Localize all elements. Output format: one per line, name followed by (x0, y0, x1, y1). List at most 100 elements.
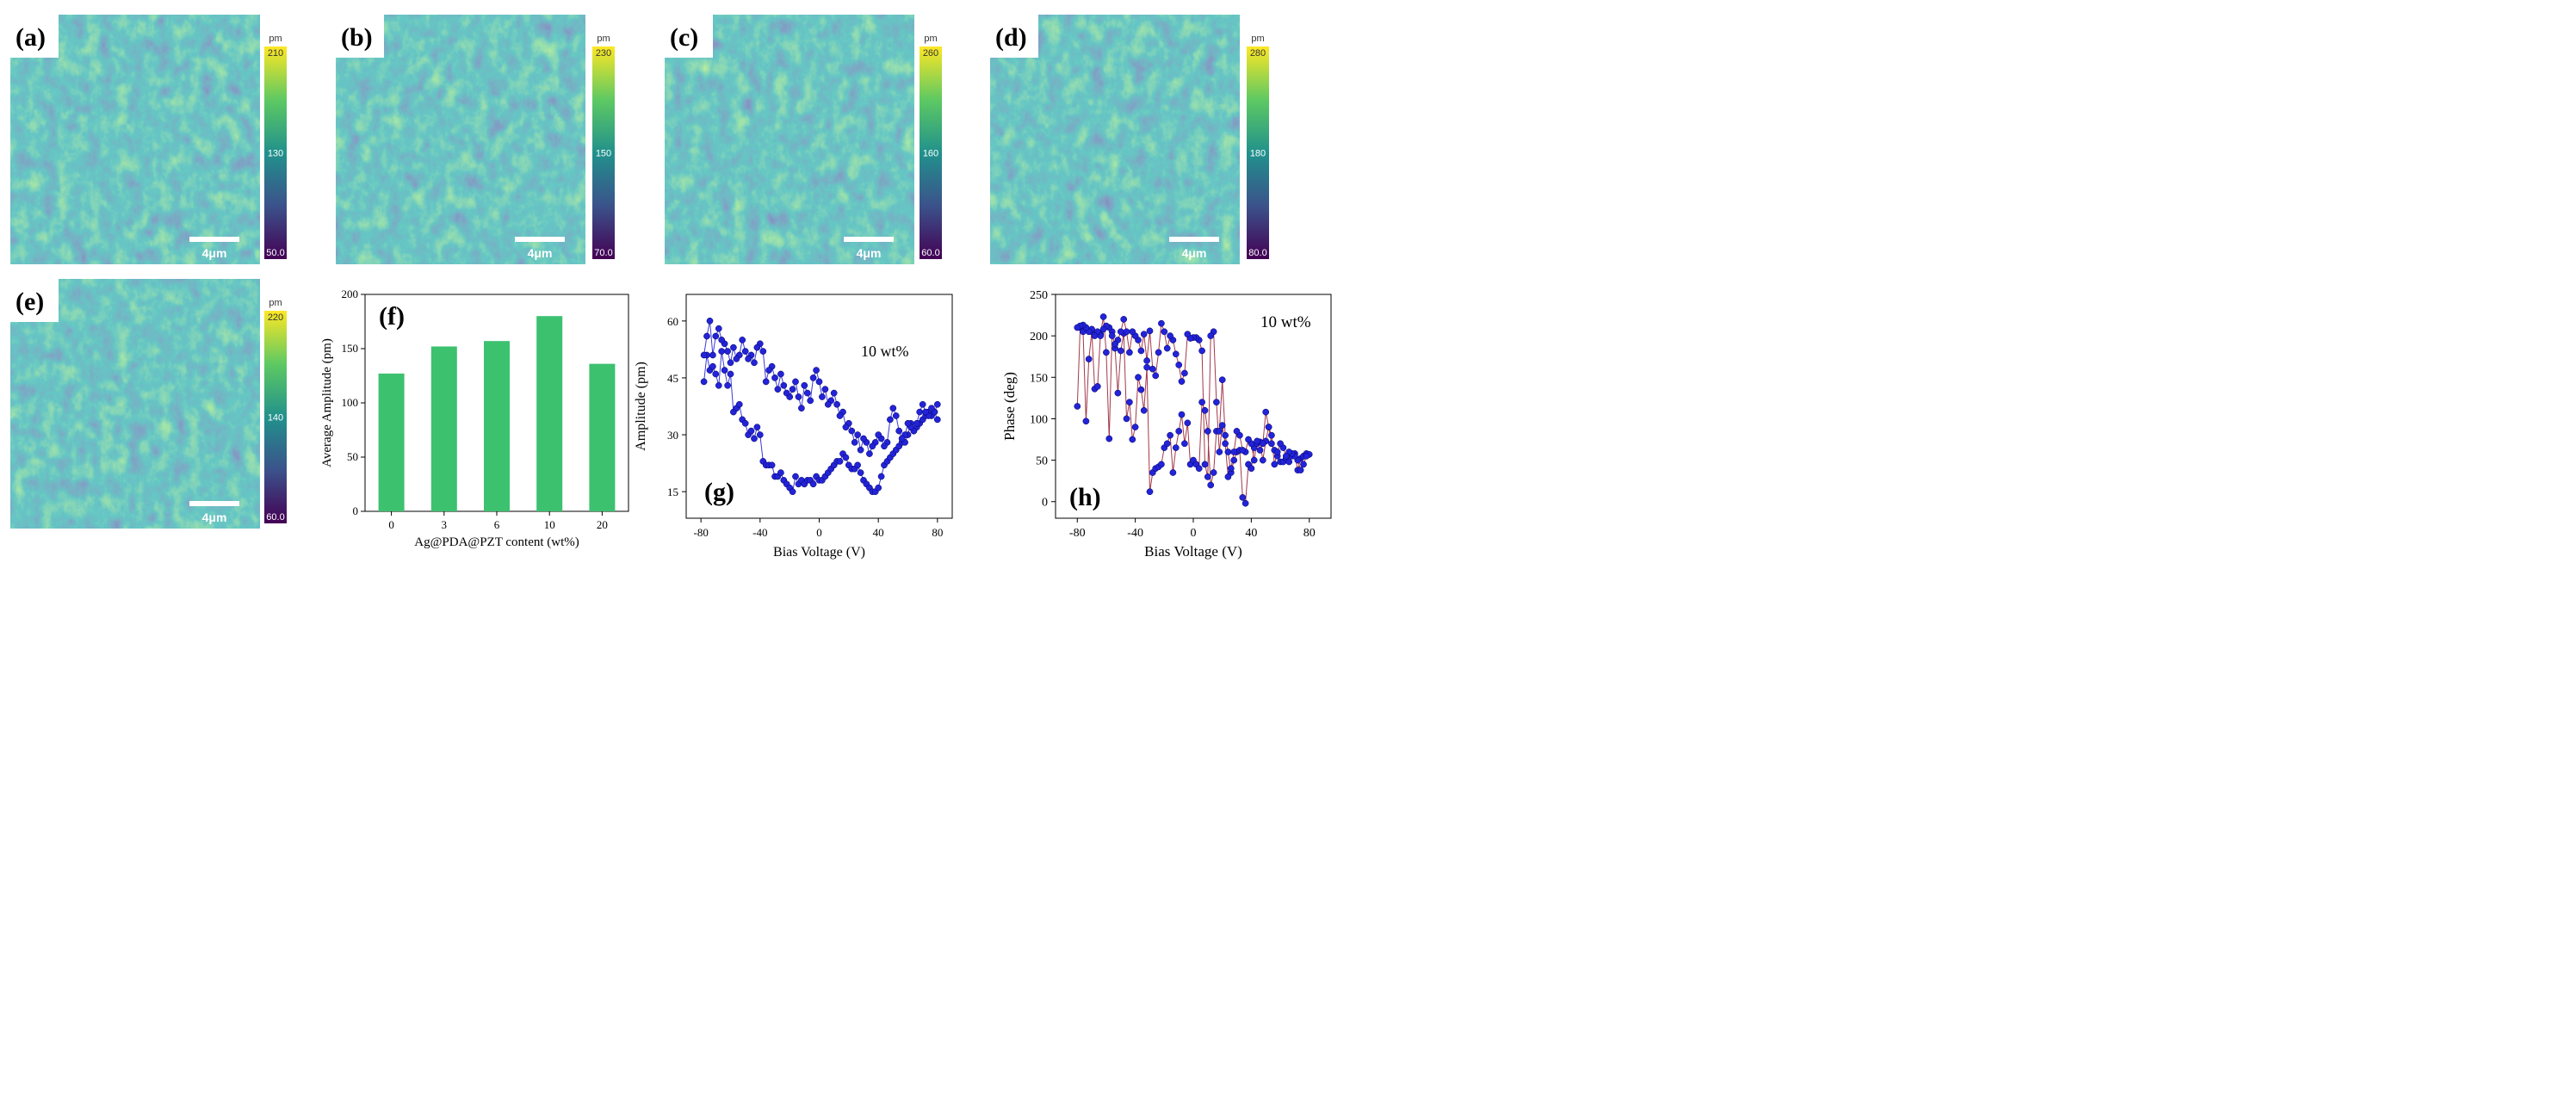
data-point (889, 405, 897, 412)
data-point (1178, 411, 1186, 418)
x-tick-label: 6 (494, 518, 500, 531)
data-point (830, 389, 838, 397)
data-point (1126, 399, 1133, 406)
data-point (1195, 465, 1203, 473)
colorbar-unit: pm (924, 34, 937, 44)
data-point (916, 408, 924, 416)
data-point (1091, 332, 1099, 339)
x-tick-label: 0 (388, 518, 394, 531)
data-point (1210, 469, 1217, 476)
bar-6 (484, 341, 510, 511)
data-point (1213, 399, 1220, 406)
data-point (730, 343, 737, 351)
panel-label-box (10, 279, 59, 322)
data-point (851, 439, 858, 446)
data-point (1250, 456, 1258, 464)
data-point (700, 351, 708, 359)
data-point (1198, 399, 1205, 406)
data-point (1167, 431, 1173, 439)
panel-label: (a) (15, 23, 46, 52)
data-point (815, 378, 823, 386)
data-point (1146, 488, 1154, 496)
data-point (759, 348, 767, 355)
y-tick-label: 50 (347, 450, 358, 463)
data-point (854, 431, 861, 438)
data-point (913, 419, 920, 427)
data-point (741, 348, 749, 355)
data-point (1155, 349, 1162, 356)
data-point (1140, 331, 1148, 338)
colorbar-max: 210 (268, 48, 283, 59)
data-point (892, 412, 900, 419)
y-axis-label: Average Amplitude (pm) (320, 338, 334, 467)
data-point (881, 442, 888, 450)
data-point (745, 356, 752, 362)
data-point (1224, 473, 1232, 480)
y-tick-label: 15 (667, 486, 678, 498)
data-point (919, 400, 926, 408)
data-point (1178, 378, 1186, 385)
data-point (1233, 428, 1241, 435)
y-tick-label: 200 (1030, 331, 1048, 343)
colorbar (264, 311, 287, 523)
y-tick-label: 45 (667, 372, 678, 385)
colorbar (1247, 46, 1269, 259)
colorbar-mid: 130 (268, 149, 283, 159)
colorbar-mid: 160 (923, 149, 938, 159)
data-point (715, 325, 722, 332)
data-point (783, 389, 790, 397)
data-point (1198, 347, 1205, 355)
data-point (1239, 494, 1247, 501)
data-point (1093, 383, 1101, 390)
scale-bar-label: 4μm (202, 510, 227, 524)
data-point (1204, 428, 1211, 435)
panel-label: (g) (704, 478, 734, 506)
data-point (792, 378, 799, 386)
data-point (1230, 456, 1238, 464)
colorbar-mid: 140 (268, 413, 283, 424)
data-point (1268, 440, 1275, 448)
panel-label: (b) (341, 23, 373, 52)
data-point (1230, 448, 1238, 455)
x-tick-label: 40 (1245, 527, 1257, 540)
data-point (842, 424, 850, 431)
data-point (1149, 365, 1156, 373)
data-point (1207, 481, 1215, 489)
data-point (1265, 424, 1273, 430)
data-point (1242, 499, 1249, 507)
y-tick-label: 100 (1030, 413, 1048, 426)
data-point (1181, 440, 1188, 448)
data-point (1201, 461, 1209, 468)
data-point (1268, 431, 1275, 439)
x-tick-label: 40 (873, 526, 884, 539)
colorbar-mid: 150 (596, 149, 611, 159)
colorbar-unit: pm (269, 34, 282, 44)
data-point (1175, 428, 1183, 435)
colorbar (920, 46, 942, 259)
data-point (1117, 347, 1124, 355)
data-point (1285, 458, 1293, 466)
data-point (1300, 461, 1307, 468)
y-tick-label: 250 (1030, 289, 1048, 302)
data-point (933, 400, 941, 408)
data-point (857, 469, 864, 476)
panel-label-box (10, 15, 59, 58)
data-point (1259, 440, 1266, 448)
data-point (1123, 328, 1130, 336)
data-point (777, 469, 784, 476)
data-point (739, 337, 746, 343)
data-point (1103, 349, 1110, 356)
data-point (821, 386, 829, 393)
data-point (1224, 448, 1232, 455)
scale-bar-label: 4μm (528, 246, 553, 260)
data-point (780, 381, 788, 389)
data-point (1218, 376, 1226, 384)
data-point (1245, 436, 1252, 443)
data-point (1259, 456, 1266, 464)
y-tick-label: 0 (1042, 497, 1048, 510)
data-point (833, 400, 840, 408)
data-point (1248, 465, 1255, 473)
data-point (1204, 473, 1211, 480)
data-point (807, 397, 814, 405)
data-point (724, 348, 731, 355)
